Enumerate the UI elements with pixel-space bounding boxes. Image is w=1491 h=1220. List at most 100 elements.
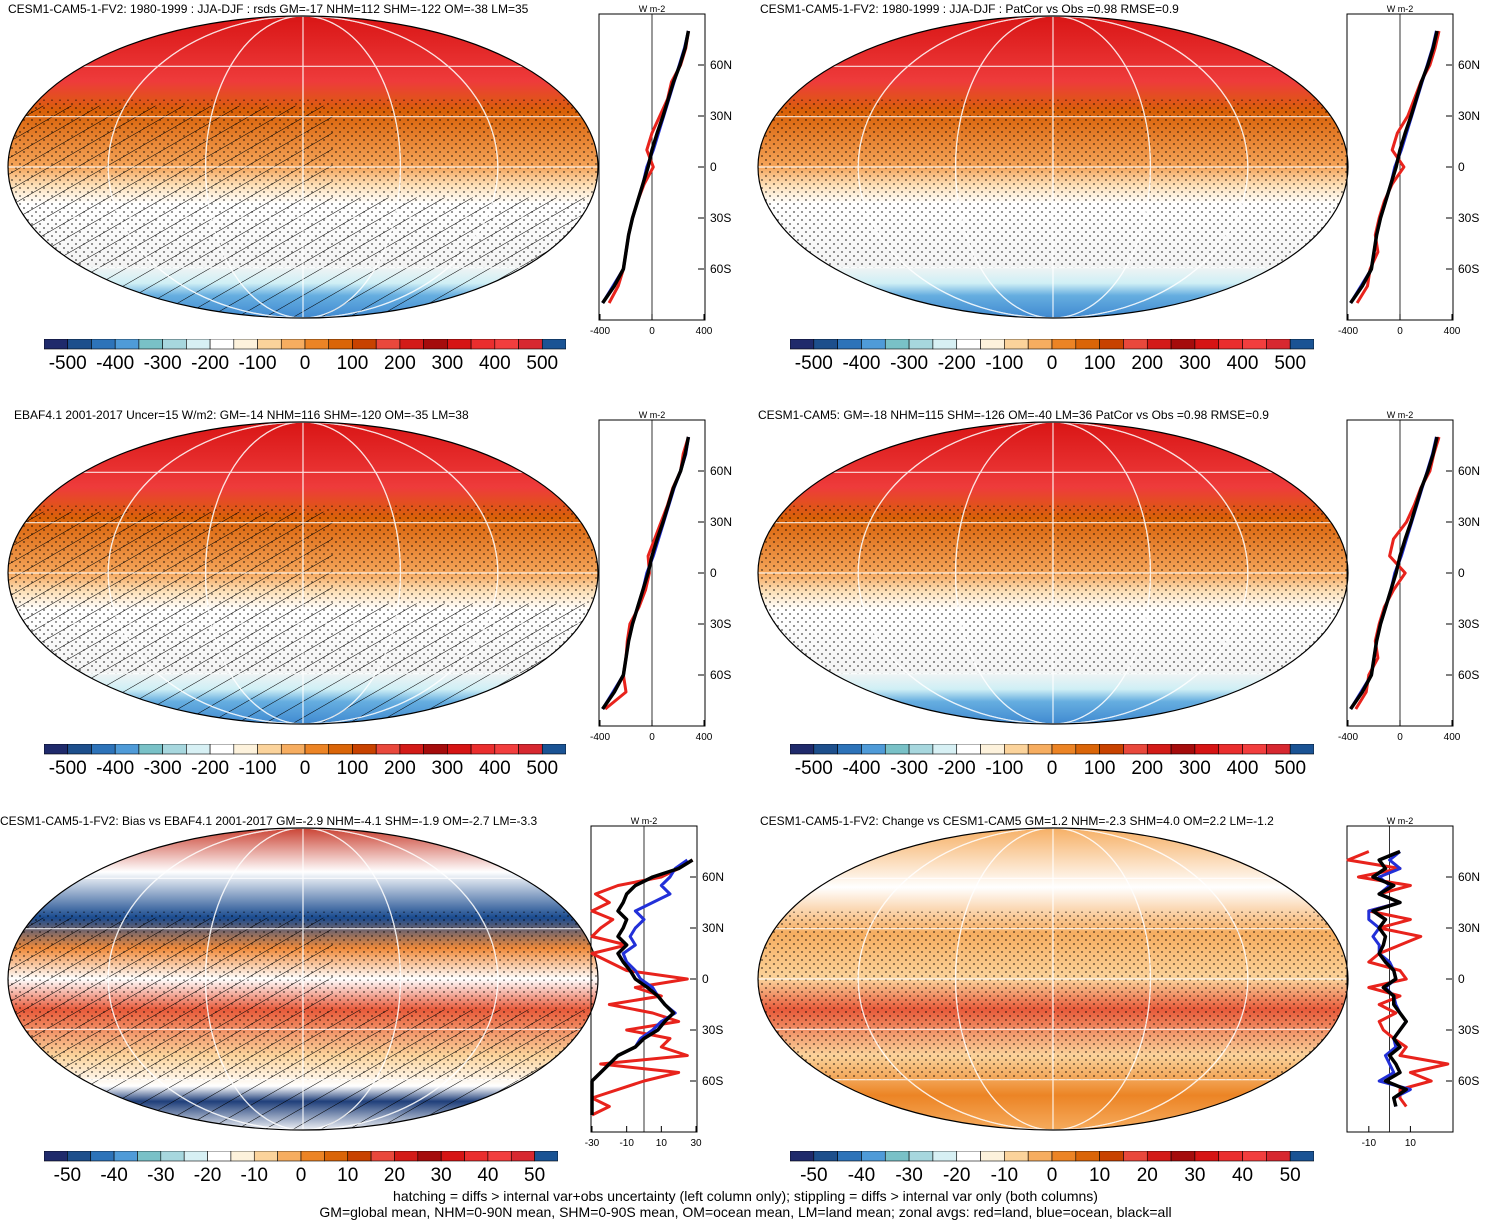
colorbar-swatch: [511, 1151, 534, 1161]
colorbar-swatch: [465, 1151, 488, 1161]
colorbar-swatch: [139, 339, 163, 349]
colorbar-swatch: [67, 1151, 90, 1161]
colorbar-label: 0: [296, 1165, 307, 1187]
colorbar-swatch: [909, 339, 933, 349]
colorbar-swatch: [1195, 1151, 1219, 1161]
colorbar-swatch: [790, 339, 814, 349]
colorbar-label: -20: [943, 1165, 970, 1187]
units-label: W m-2: [639, 4, 666, 14]
colorbar-label: 200: [384, 758, 416, 780]
colorbar-swatch: [376, 339, 400, 349]
colorbar-label: -10: [241, 1165, 268, 1187]
x-tick-label: 10: [1405, 1138, 1417, 1149]
colorbar-swatch: [1171, 1151, 1195, 1161]
colorbar-swatch: [1266, 339, 1290, 349]
colorbar-swatch: [838, 744, 862, 754]
colorbar-label: 40: [477, 1165, 498, 1187]
colorbar-swatch: [1195, 744, 1219, 754]
colorbar-swatch: [254, 1151, 277, 1161]
colorbar-swatch: [1219, 744, 1243, 754]
colorbar-swatch: [324, 1151, 347, 1161]
lat-tick-label: 60N: [1458, 464, 1480, 478]
colorbar-swatch: [418, 1151, 441, 1161]
colorbar-swatch: [885, 744, 909, 754]
colorbar-swatch: [163, 744, 187, 754]
colorbar-label: 0: [300, 758, 311, 780]
lat-tick-label: 30S: [1458, 211, 1479, 225]
units-label: W m-2: [1387, 410, 1414, 420]
colorbar-swatch: [137, 1151, 160, 1161]
colorbar-swatch: [115, 744, 139, 754]
colorbar-swatch: [394, 1151, 417, 1161]
lat-tick-label: 60N: [1458, 870, 1480, 884]
colorbar-swatch: [488, 1151, 511, 1161]
footer-line-2: GM=global mean, NHM=0-90N mean, SHM=0-90…: [0, 1204, 1491, 1220]
colorbar-swatch: [91, 1151, 114, 1161]
lat-tick-label: 30N: [702, 921, 724, 935]
colorbar-swatch: [281, 339, 305, 349]
lat-tick-label: 30S: [702, 1023, 723, 1037]
colorbar-swatch: [1219, 339, 1243, 349]
colorbar-swatch: [814, 1151, 838, 1161]
colorbar-swatch: [68, 339, 92, 349]
lat-tick-label: 60N: [1458, 58, 1480, 72]
colorbar-swatch: [305, 744, 329, 754]
colorbar-label: -400: [96, 353, 134, 375]
lat-tick-label: 60N: [710, 58, 732, 72]
colorbar-swatch: [814, 744, 838, 754]
colorbar-label: -200: [191, 758, 229, 780]
map-p1: [6, 14, 600, 320]
colorbar-swatch: [44, 339, 68, 349]
colorbar-label: -500: [49, 353, 87, 375]
lat-tick-label: 60S: [1458, 1074, 1479, 1088]
colorbar-label: 20: [1137, 1165, 1158, 1187]
lat-tick-label: 30N: [1458, 921, 1480, 935]
colorbar-swatch: [933, 339, 957, 349]
colorbar-label: 0: [300, 353, 311, 375]
colorbar-swatch: [542, 339, 566, 349]
lat-tick-label: 30N: [710, 515, 732, 529]
colorbar-swatch: [1028, 744, 1052, 754]
colorbar-swatch: [1243, 744, 1267, 754]
colorbar-label: -100: [985, 353, 1023, 375]
colorbar-swatch: [495, 744, 519, 754]
colorbar-swatch: [231, 1151, 254, 1161]
colorbar-swatch: [305, 339, 329, 349]
colorbar-label: -300: [144, 353, 182, 375]
colorbar-label: 400: [1227, 353, 1259, 375]
colorbar-swatch: [348, 1151, 371, 1161]
colorbar-swatch: [1052, 339, 1076, 349]
colorbar-swatch: [957, 744, 981, 754]
lat-tick-label: 60N: [710, 464, 732, 478]
lat-tick-label: 0: [710, 566, 717, 580]
colorbar-swatch: [208, 1151, 231, 1161]
colorbar-label: 300: [1179, 758, 1211, 780]
lat-tick-label: 30S: [710, 211, 731, 225]
colorbar-label: -500: [795, 353, 833, 375]
colorbar-swatch: [1266, 1151, 1290, 1161]
colorbar-swatch: [471, 744, 495, 754]
colorbar-swatch: [933, 1151, 957, 1161]
colorbar-swatch: [44, 744, 68, 754]
colorbar-swatch: [1171, 744, 1195, 754]
colorbar-swatch: [861, 1151, 885, 1161]
colorbar-swatch: [371, 1151, 394, 1161]
x-tick-label: -400: [590, 732, 610, 743]
colorbar-swatch: [861, 744, 885, 754]
x-tick-label: -400: [590, 326, 610, 337]
map-p4: [756, 420, 1350, 726]
x-tick-label: 400: [696, 732, 713, 743]
colorbar-label: 400: [479, 758, 511, 780]
colorbar-label: -500: [795, 758, 833, 780]
units-label: W m-2: [639, 410, 666, 420]
lat-tick-label: 30N: [710, 109, 732, 123]
colorbar-label: -300: [890, 758, 928, 780]
colorbar-label: -400: [842, 353, 880, 375]
colorbar-swatch: [1243, 339, 1267, 349]
colorbar-label: -200: [191, 353, 229, 375]
colorbar-swatch: [44, 1151, 67, 1161]
colorbar-swatch: [186, 744, 210, 754]
